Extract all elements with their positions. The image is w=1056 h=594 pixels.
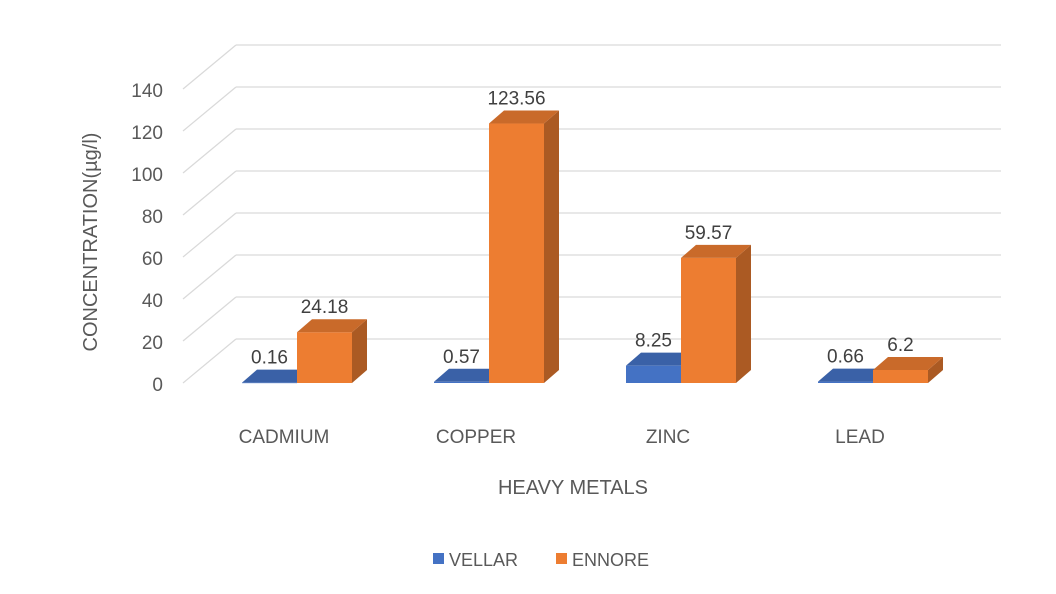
bar-top	[242, 369, 312, 383]
legend-swatch-vellar	[433, 553, 444, 564]
bar-ennore-zinc	[681, 244, 751, 383]
bar-side	[928, 356, 943, 383]
legend-label-vellar: VELLAR	[449, 550, 518, 570]
data-label-ennore-cadmium: 24.18	[301, 297, 349, 318]
bar-ennore-copper	[489, 110, 559, 384]
bar-side	[352, 319, 367, 383]
bar-top	[489, 110, 559, 124]
data-label-ennore-copper: 123.56	[487, 89, 545, 110]
gridline-slant	[182, 212, 237, 258]
bar-front	[681, 257, 736, 383]
data-label-vellar-lead: 0.66	[827, 347, 864, 368]
y-tick-label: 140	[131, 81, 163, 102]
y-tick-label: 120	[131, 123, 163, 144]
bar-top	[626, 352, 696, 366]
bar-side	[736, 244, 751, 383]
gridline-slant	[182, 44, 237, 90]
legend-swatch-ennore	[556, 553, 567, 564]
y-axis-title: CONCENTRATION(µg/l)	[80, 133, 102, 352]
bar-top	[681, 244, 751, 258]
bar-ennore-cadmium	[297, 319, 367, 383]
x-category-label-zinc: ZINC	[646, 427, 690, 448]
bar-top	[818, 368, 888, 382]
bar-front	[626, 365, 681, 383]
data-label-ennore-zinc: 59.57	[685, 223, 733, 244]
gridline-slant	[182, 170, 237, 216]
gridline-slant	[182, 254, 237, 300]
x-axis-categories: CADMIUM COPPER ZINC LEAD	[239, 427, 885, 448]
data-label-vellar-cadmium: 0.16	[251, 348, 288, 369]
x-axis-title: HEAVY METALS	[498, 477, 648, 499]
gridline-slant	[182, 296, 237, 342]
data-labels: 0.16 24.18 0.57 123.56 8.25 59.57 0.66 6.2	[251, 89, 914, 369]
bar-ennore-lead	[873, 356, 943, 383]
x-category-label-cadmium: CADMIUM	[239, 427, 330, 448]
bar-top	[873, 356, 943, 370]
bar-front	[434, 381, 489, 383]
y-tick-label: 20	[142, 333, 163, 354]
legend: VELLAR ENNORE	[433, 550, 649, 570]
bar-front	[489, 123, 544, 384]
bar-top	[434, 368, 504, 382]
y-tick-label: 80	[142, 207, 163, 228]
x-category-label-copper: COPPER	[436, 427, 516, 448]
bar-front	[873, 369, 928, 383]
data-label-vellar-zinc: 8.25	[635, 331, 672, 352]
y-tick-label: 60	[142, 249, 163, 270]
bar-side	[544, 110, 559, 384]
gridlines	[182, 44, 1001, 384]
bar-front	[242, 382, 297, 384]
legend-label-ennore: ENNORE	[572, 550, 649, 570]
y-tick-label: 0	[152, 375, 163, 396]
gridline-slant	[182, 338, 237, 384]
bars	[242, 110, 943, 384]
bar-top	[297, 319, 367, 333]
bar-front	[297, 332, 352, 383]
data-label-ennore-lead: 6.2	[887, 335, 913, 356]
y-tick-label: 100	[131, 165, 163, 186]
y-axis-ticks: 0 20 40 60 80 100 120 140	[131, 81, 163, 396]
y-tick-label: 40	[142, 291, 163, 312]
bar-front	[818, 381, 873, 383]
gridline-slant	[182, 86, 237, 132]
x-category-label-lead: LEAD	[835, 427, 885, 448]
gridline-slant	[182, 128, 237, 174]
data-label-vellar-copper: 0.57	[443, 347, 480, 368]
